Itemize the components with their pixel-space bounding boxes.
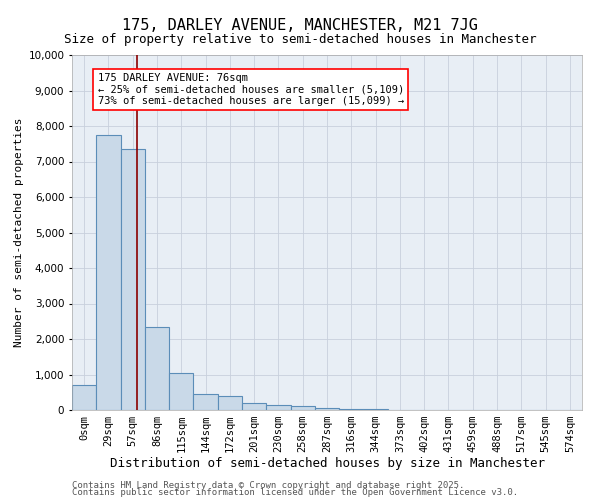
Bar [266, 404, 290, 410]
Bar [121, 149, 145, 410]
Bar [315, 408, 339, 410]
Text: 175 DARLEY AVENUE: 76sqm
← 25% of semi-detached houses are smaller (5,109)
73% o: 175 DARLEY AVENUE: 76sqm ← 25% of semi-d… [97, 73, 404, 106]
Text: Contains public sector information licensed under the Open Government Licence v3: Contains public sector information licen… [72, 488, 518, 497]
Text: 175, DARLEY AVENUE, MANCHESTER, M21 7JG: 175, DARLEY AVENUE, MANCHESTER, M21 7JG [122, 18, 478, 32]
Bar [242, 403, 266, 410]
Bar [193, 394, 218, 410]
Bar [72, 385, 96, 410]
Text: Contains HM Land Registry data © Crown copyright and database right 2025.: Contains HM Land Registry data © Crown c… [72, 480, 464, 490]
Bar [339, 409, 364, 410]
Text: Size of property relative to semi-detached houses in Manchester: Size of property relative to semi-detach… [64, 32, 536, 46]
Bar [96, 135, 121, 410]
Bar [145, 326, 169, 410]
Bar [169, 372, 193, 410]
X-axis label: Distribution of semi-detached houses by size in Manchester: Distribution of semi-detached houses by … [110, 456, 545, 469]
Y-axis label: Number of semi-detached properties: Number of semi-detached properties [14, 118, 24, 347]
Bar [218, 396, 242, 410]
Bar [290, 406, 315, 410]
